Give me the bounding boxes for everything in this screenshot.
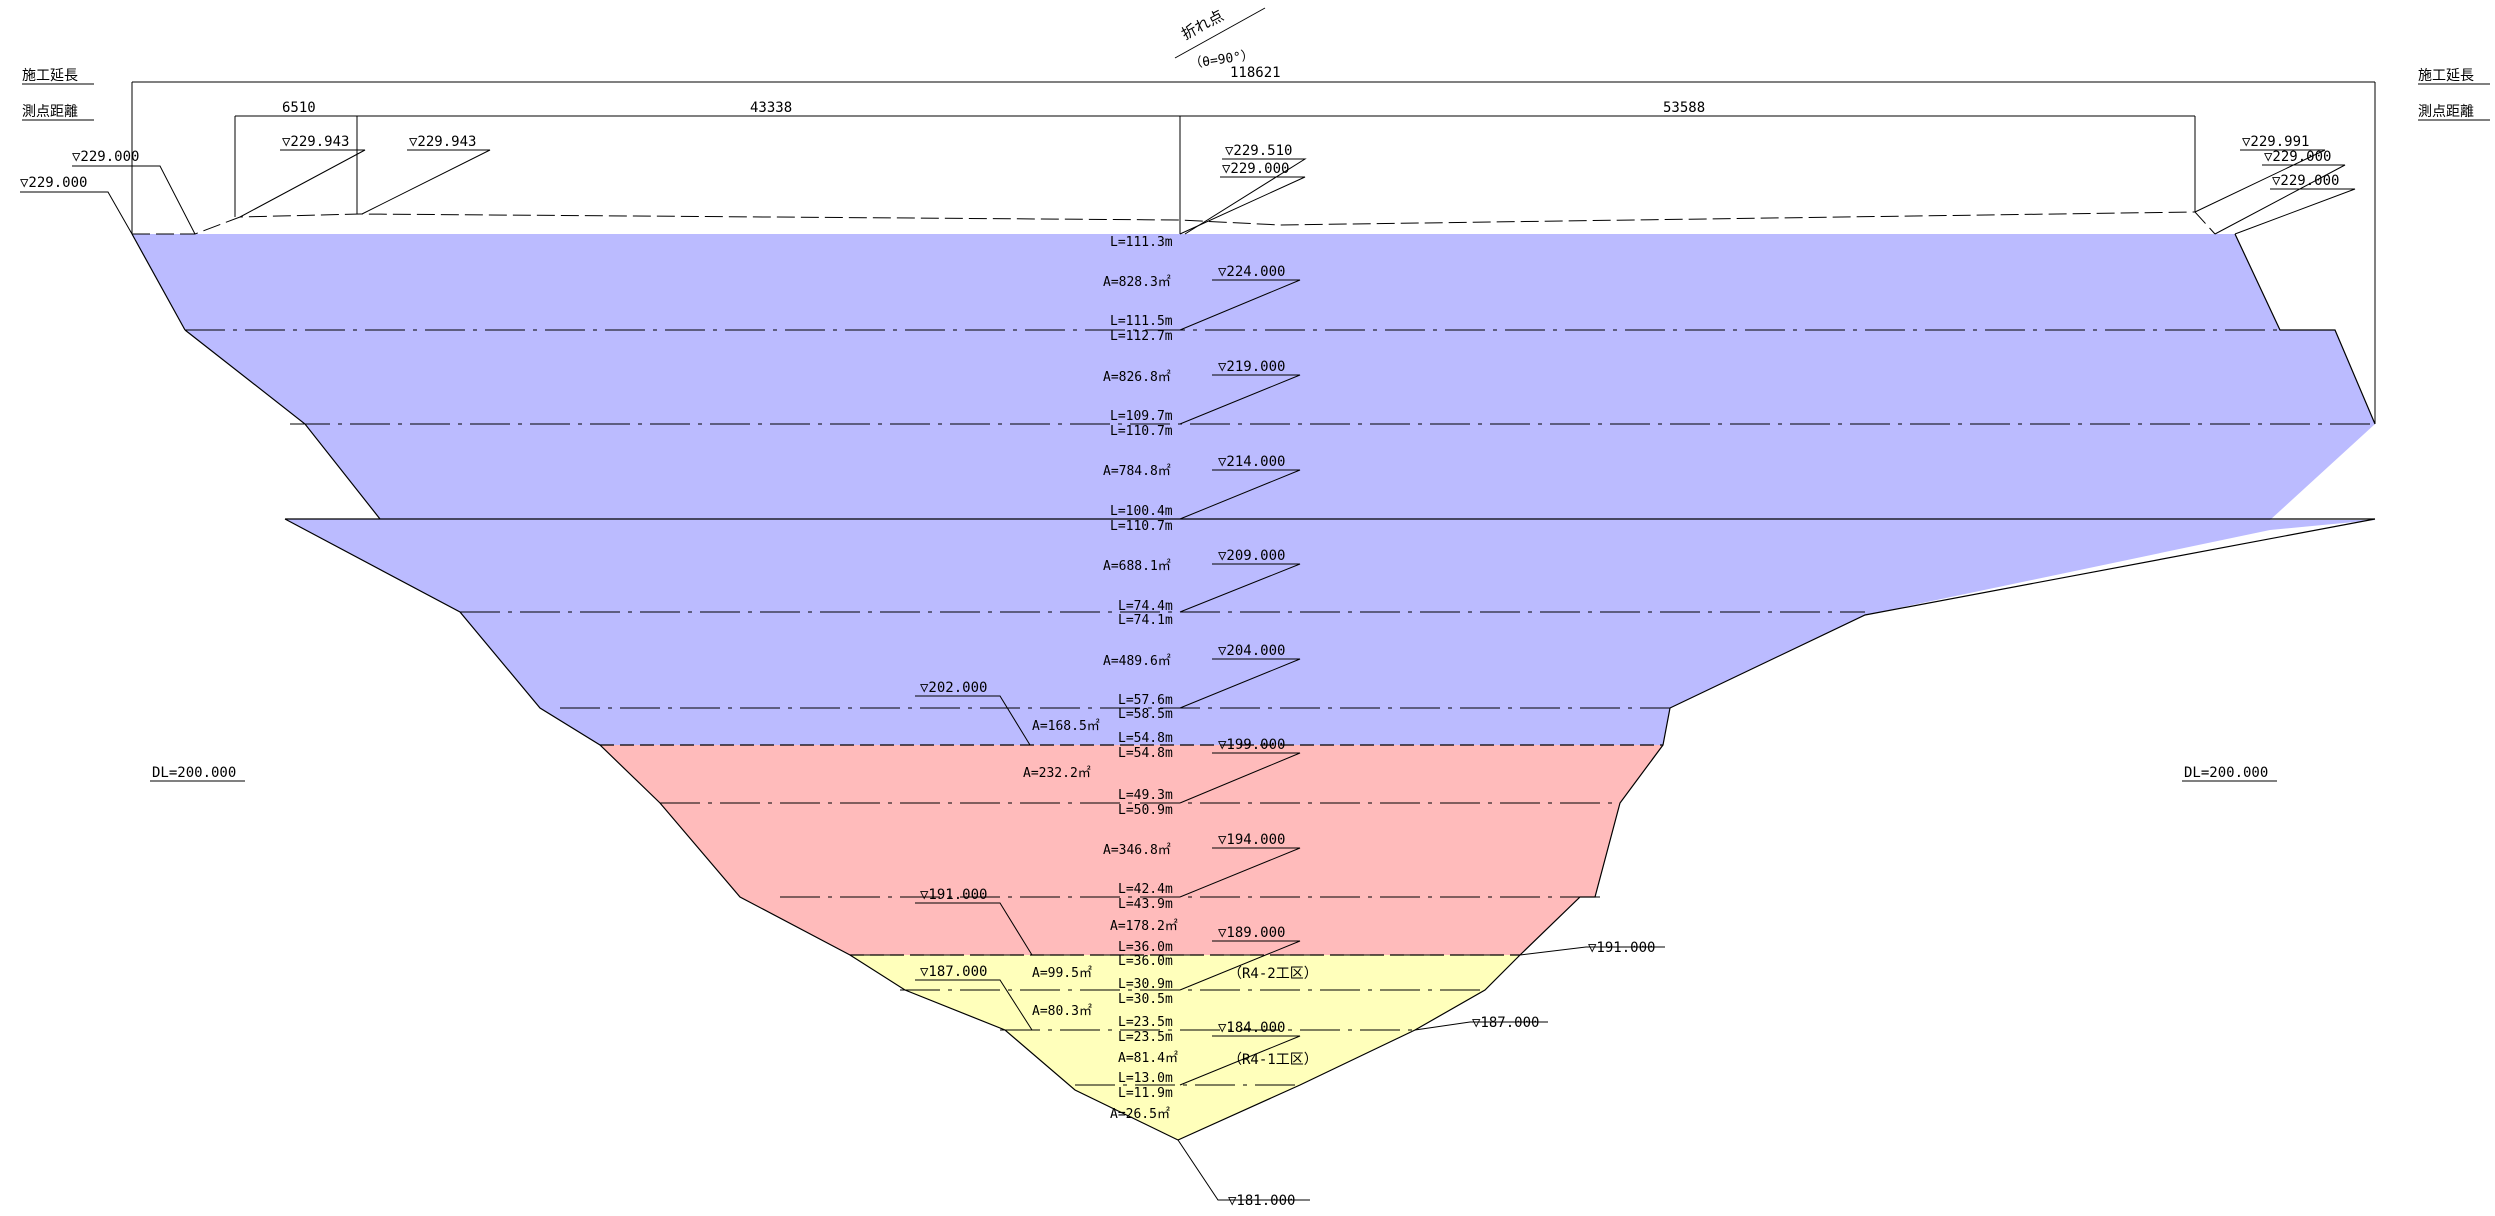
layer-8-L-bottom: L=36.0m <box>1118 940 1173 955</box>
layer-11-L-bottom: L=13.0m <box>1118 1071 1173 1086</box>
layer-9-area: A=99.5㎡ <box>1032 966 1092 981</box>
layer-1-L-top: L=112.7m <box>1110 329 1173 344</box>
dim-seg2: 43338 <box>750 100 792 116</box>
layer-10-elev: ▽187.000 <box>920 964 987 980</box>
elev-943-a: ▽229.943 <box>282 134 349 150</box>
dim-seg3: 53588 <box>1663 100 1705 116</box>
layer-8-area: A=178.2㎡ <box>1110 919 1178 934</box>
layer-4-L-bottom: L=57.6m <box>1118 693 1173 708</box>
layer-5-elev: ▽202.000 <box>920 680 987 696</box>
layer-10-area: A=80.3㎡ <box>1032 1004 1092 1019</box>
leader-right-187 <box>1414 1021 1548 1031</box>
layer-1-area: A=826.8㎡ <box>1103 370 1171 385</box>
elev-right-000-b: ▽229.000 <box>2272 173 2339 189</box>
layer-4-L-top: L=74.1m <box>1118 613 1173 628</box>
zone-r4-1-label: （R4-1工区） <box>1228 1052 1318 1068</box>
elev-left-outer: ▽229.000 <box>20 175 87 191</box>
layer-0-L-top: L=111.3m <box>1110 235 1173 250</box>
layer-5-area: A=168.5㎡ <box>1032 719 1100 734</box>
layer-5-L-bottom: L=54.8m <box>1118 731 1173 746</box>
elev-center-510: ▽229.510 <box>1225 143 1292 159</box>
layer-10-L-bottom: L=23.5m <box>1118 1015 1173 1030</box>
right-construction-length-label: 施工延長 <box>2418 68 2474 84</box>
layer-8-L-top: L=43.9m <box>1118 897 1173 912</box>
layer-8-elev: ▽191.000 <box>920 887 987 903</box>
layer-0-L-bottom: L=111.5m <box>1110 314 1173 329</box>
layer-11-L-top: L=23.5m <box>1118 1030 1173 1045</box>
layer-3-area: A=688.1㎡ <box>1103 559 1171 574</box>
zone-r4-2-label: （R4-2工区） <box>1228 966 1318 982</box>
layer-2-L-top: L=110.7m <box>1110 424 1173 439</box>
layer-12-elev: ▽181.000 <box>1228 1193 1295 1209</box>
layer-2-elev: ▽214.000 <box>1218 454 1285 470</box>
layer-9-L-bottom: L=30.9m <box>1118 977 1173 992</box>
elev-center-000: ▽229.000 <box>1222 161 1289 177</box>
elev-right-000-a: ▽229.000 <box>2264 149 2331 165</box>
layer-3-elev: ▽209.000 <box>1218 548 1285 564</box>
zone-boundary-lines <box>600 744 1663 956</box>
layer-2-area: A=784.8㎡ <box>1103 464 1171 479</box>
elev-left-inner: ▽229.000 <box>72 149 139 165</box>
layer-7-L-top: L=50.9m <box>1118 803 1173 818</box>
left-construction-length-label: 施工延長 <box>22 68 78 84</box>
layer-6-elev: ▽199.000 <box>1218 737 1285 753</box>
layer-10-L-top: L=30.5m <box>1118 992 1173 1007</box>
top-elevation-leaders <box>20 149 2356 235</box>
layer-6-area: A=232.2㎡ <box>1023 766 1091 781</box>
layer-11-elev: ▽184.000 <box>1218 1020 1285 1036</box>
datum-right: DL=200.000 <box>2184 765 2268 781</box>
layer-9-elev: ▽189.000 <box>1218 925 1285 941</box>
dimension-lines <box>131 7 2376 424</box>
layer-12-area: A=26.5㎡ <box>1110 1107 1170 1122</box>
datum-left: DL=200.000 <box>152 765 236 781</box>
layer-3-L-bottom: L=74.4m <box>1118 599 1173 614</box>
layer-6-L-top: L=54.8m <box>1118 746 1173 761</box>
right-station-distance-label: 測点距離 <box>2418 103 2474 120</box>
layer-1-elev: ▽219.000 <box>1218 359 1285 375</box>
layer-0-elev: ▽224.000 <box>1218 264 1285 280</box>
zone-yellow <box>850 955 1520 1140</box>
layer-annotations: L=111.3m A=828.3㎡ ▽224.000 L=111.5m L=11… <box>915 235 1310 1209</box>
layer-9-L-top: L=36.0m <box>1118 954 1173 969</box>
dim-total: 118621 <box>1230 65 1281 81</box>
zone-red <box>600 745 1663 955</box>
layer-1-L-bottom: L=109.7m <box>1110 409 1173 424</box>
elev-right-191: ▽191.000 <box>1588 940 1655 956</box>
layer-4-elev: ▽204.000 <box>1218 643 1285 659</box>
dim-seg1: 6510 <box>282 100 316 116</box>
layer-7-area: A=346.8㎡ <box>1103 843 1171 858</box>
layer-4-area: A=489.6㎡ <box>1103 654 1171 669</box>
ground-line <box>132 211 2216 235</box>
layer-11-area: A=81.4㎡ <box>1118 1051 1178 1066</box>
layer-6-L-bottom: L=49.3m <box>1118 788 1173 803</box>
layer-2-L-bottom: L=100.4m <box>1110 504 1173 519</box>
elev-943-b: ▽229.943 <box>409 134 476 150</box>
break-point-label: 折れ点 <box>1178 7 1226 44</box>
layer-7-L-bottom: L=42.4m <box>1118 882 1173 897</box>
elev-right-991: ▽229.991 <box>2242 134 2309 150</box>
left-station-distance-label: 測点距離 <box>22 103 78 120</box>
elev-right-187: ▽187.000 <box>1472 1015 1539 1031</box>
layer-5-L-top: L=58.5m <box>1118 707 1173 722</box>
layer-0-area: A=828.3㎡ <box>1103 275 1171 290</box>
layer-12-L-top: L=11.9m <box>1118 1086 1173 1101</box>
layer-3-L-top: L=110.7m <box>1110 519 1173 534</box>
layer-7-elev: ▽194.000 <box>1218 832 1285 848</box>
leader-right-191 <box>1519 946 1665 956</box>
layer-lines <box>185 329 2375 1086</box>
